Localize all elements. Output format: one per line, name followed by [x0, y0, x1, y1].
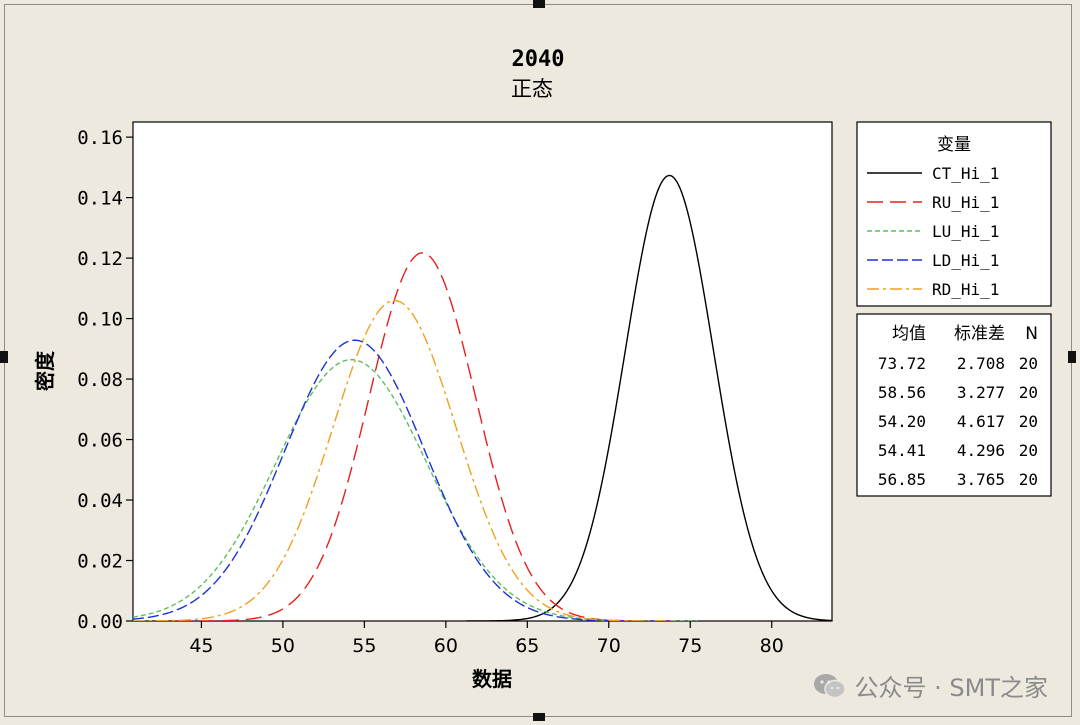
- watermark: 公众号 · SMT之家: [813, 668, 1049, 703]
- legend-label: LU_Hi_1: [932, 222, 999, 241]
- stats-cell: 4.617: [957, 412, 1005, 431]
- series-line-rd-hi-1: [133, 299, 677, 621]
- stats-table: 均值 标准差 N 73.72 2.708 20 58.56 3.277 20 54.20 4.617…: [878, 324, 1038, 489]
- chart-subtitle: 正态: [511, 77, 553, 101]
- stats-header: 标准差: [954, 324, 1005, 344]
- wechat-icon: [813, 673, 846, 698]
- chart-title: 2040: [512, 47, 565, 72]
- plot-area: [132, 121, 833, 622]
- resize-handle-right[interactable]: [1068, 351, 1076, 363]
- x-tick-label: 65: [515, 635, 539, 657]
- legend-label: RU_Hi_1: [932, 193, 999, 212]
- y-tick-label: 0.06: [77, 430, 123, 452]
- y-tick-label: 0.04: [77, 490, 123, 512]
- y-tick-label: 0.12: [77, 248, 123, 270]
- stats-cell: 54.41: [878, 441, 926, 460]
- series-line-ct-hi-1: [466, 174, 832, 621]
- x-tick-label: 55: [352, 635, 376, 657]
- resize-handle-left[interactable]: [0, 351, 8, 363]
- stats-cell: 56.85: [878, 470, 926, 489]
- stats-cell: 3.277: [957, 383, 1005, 402]
- resize-handle-top[interactable]: [533, 0, 545, 8]
- resize-handle-bottom[interactable]: [533, 713, 545, 721]
- series-lines: [133, 174, 832, 621]
- stats-cell: 58.56: [878, 383, 926, 402]
- y-tick-label: 0.00: [77, 611, 123, 633]
- stats-cell: 54.20: [878, 412, 926, 431]
- x-tick-label: 80: [760, 635, 784, 657]
- x-tick-label: 70: [597, 635, 621, 657]
- y-tick-label: 0.16: [77, 127, 123, 149]
- stats-header: N: [1025, 324, 1038, 344]
- legend-label: RD_Hi_1: [932, 280, 999, 299]
- legend-label: CT_Hi_1: [932, 164, 999, 183]
- y-tick-label: 0.08: [77, 369, 123, 391]
- stats-header: 均值: [892, 324, 926, 344]
- x-tick-label: 75: [678, 635, 702, 657]
- stats-cell: 20: [1019, 354, 1038, 373]
- x-axis-label: 数据: [472, 667, 512, 691]
- y-tick-label: 0.14: [77, 188, 123, 210]
- y-tick-label: 0.10: [77, 309, 123, 331]
- legend-label: LD_Hi_1: [932, 251, 999, 270]
- x-tick-label: 60: [434, 635, 458, 657]
- y-axis-label: 密度: [33, 350, 57, 391]
- series-line-ru-hi-1: [176, 252, 668, 621]
- stats-cell: 73.72: [878, 354, 926, 373]
- stats-cell: 2.708: [957, 354, 1005, 373]
- stats-table-box: [856, 313, 1052, 497]
- stats-cell: 20: [1019, 412, 1038, 431]
- y-tick-label: 0.02: [77, 551, 123, 573]
- stats-cell: 20: [1019, 470, 1038, 489]
- stats-cell: 20: [1019, 383, 1038, 402]
- stats-cell: 20: [1019, 441, 1038, 460]
- stats-cell: 3.765: [957, 470, 1005, 489]
- series-line-ld-hi-1: [133, 339, 677, 621]
- watermark-text: 公众号 · SMT之家: [854, 674, 1049, 702]
- legend-box: [856, 121, 1052, 307]
- x-axis: 45 50 55 60 65 70 75 80: [189, 621, 784, 657]
- stats-cell: 4.296: [957, 441, 1005, 460]
- y-axis: 0.00 0.02 0.04 0.06 0.08 0.10 0.12 0.14 0.16: [77, 127, 133, 633]
- x-tick-label: 50: [271, 635, 295, 657]
- legend-title: 变量: [937, 135, 971, 155]
- legend: CT_Hi_1 RU_Hi_1 LU_Hi_1 LD_Hi_1 RD_Hi_1: [867, 164, 999, 299]
- x-tick-label: 45: [189, 635, 213, 657]
